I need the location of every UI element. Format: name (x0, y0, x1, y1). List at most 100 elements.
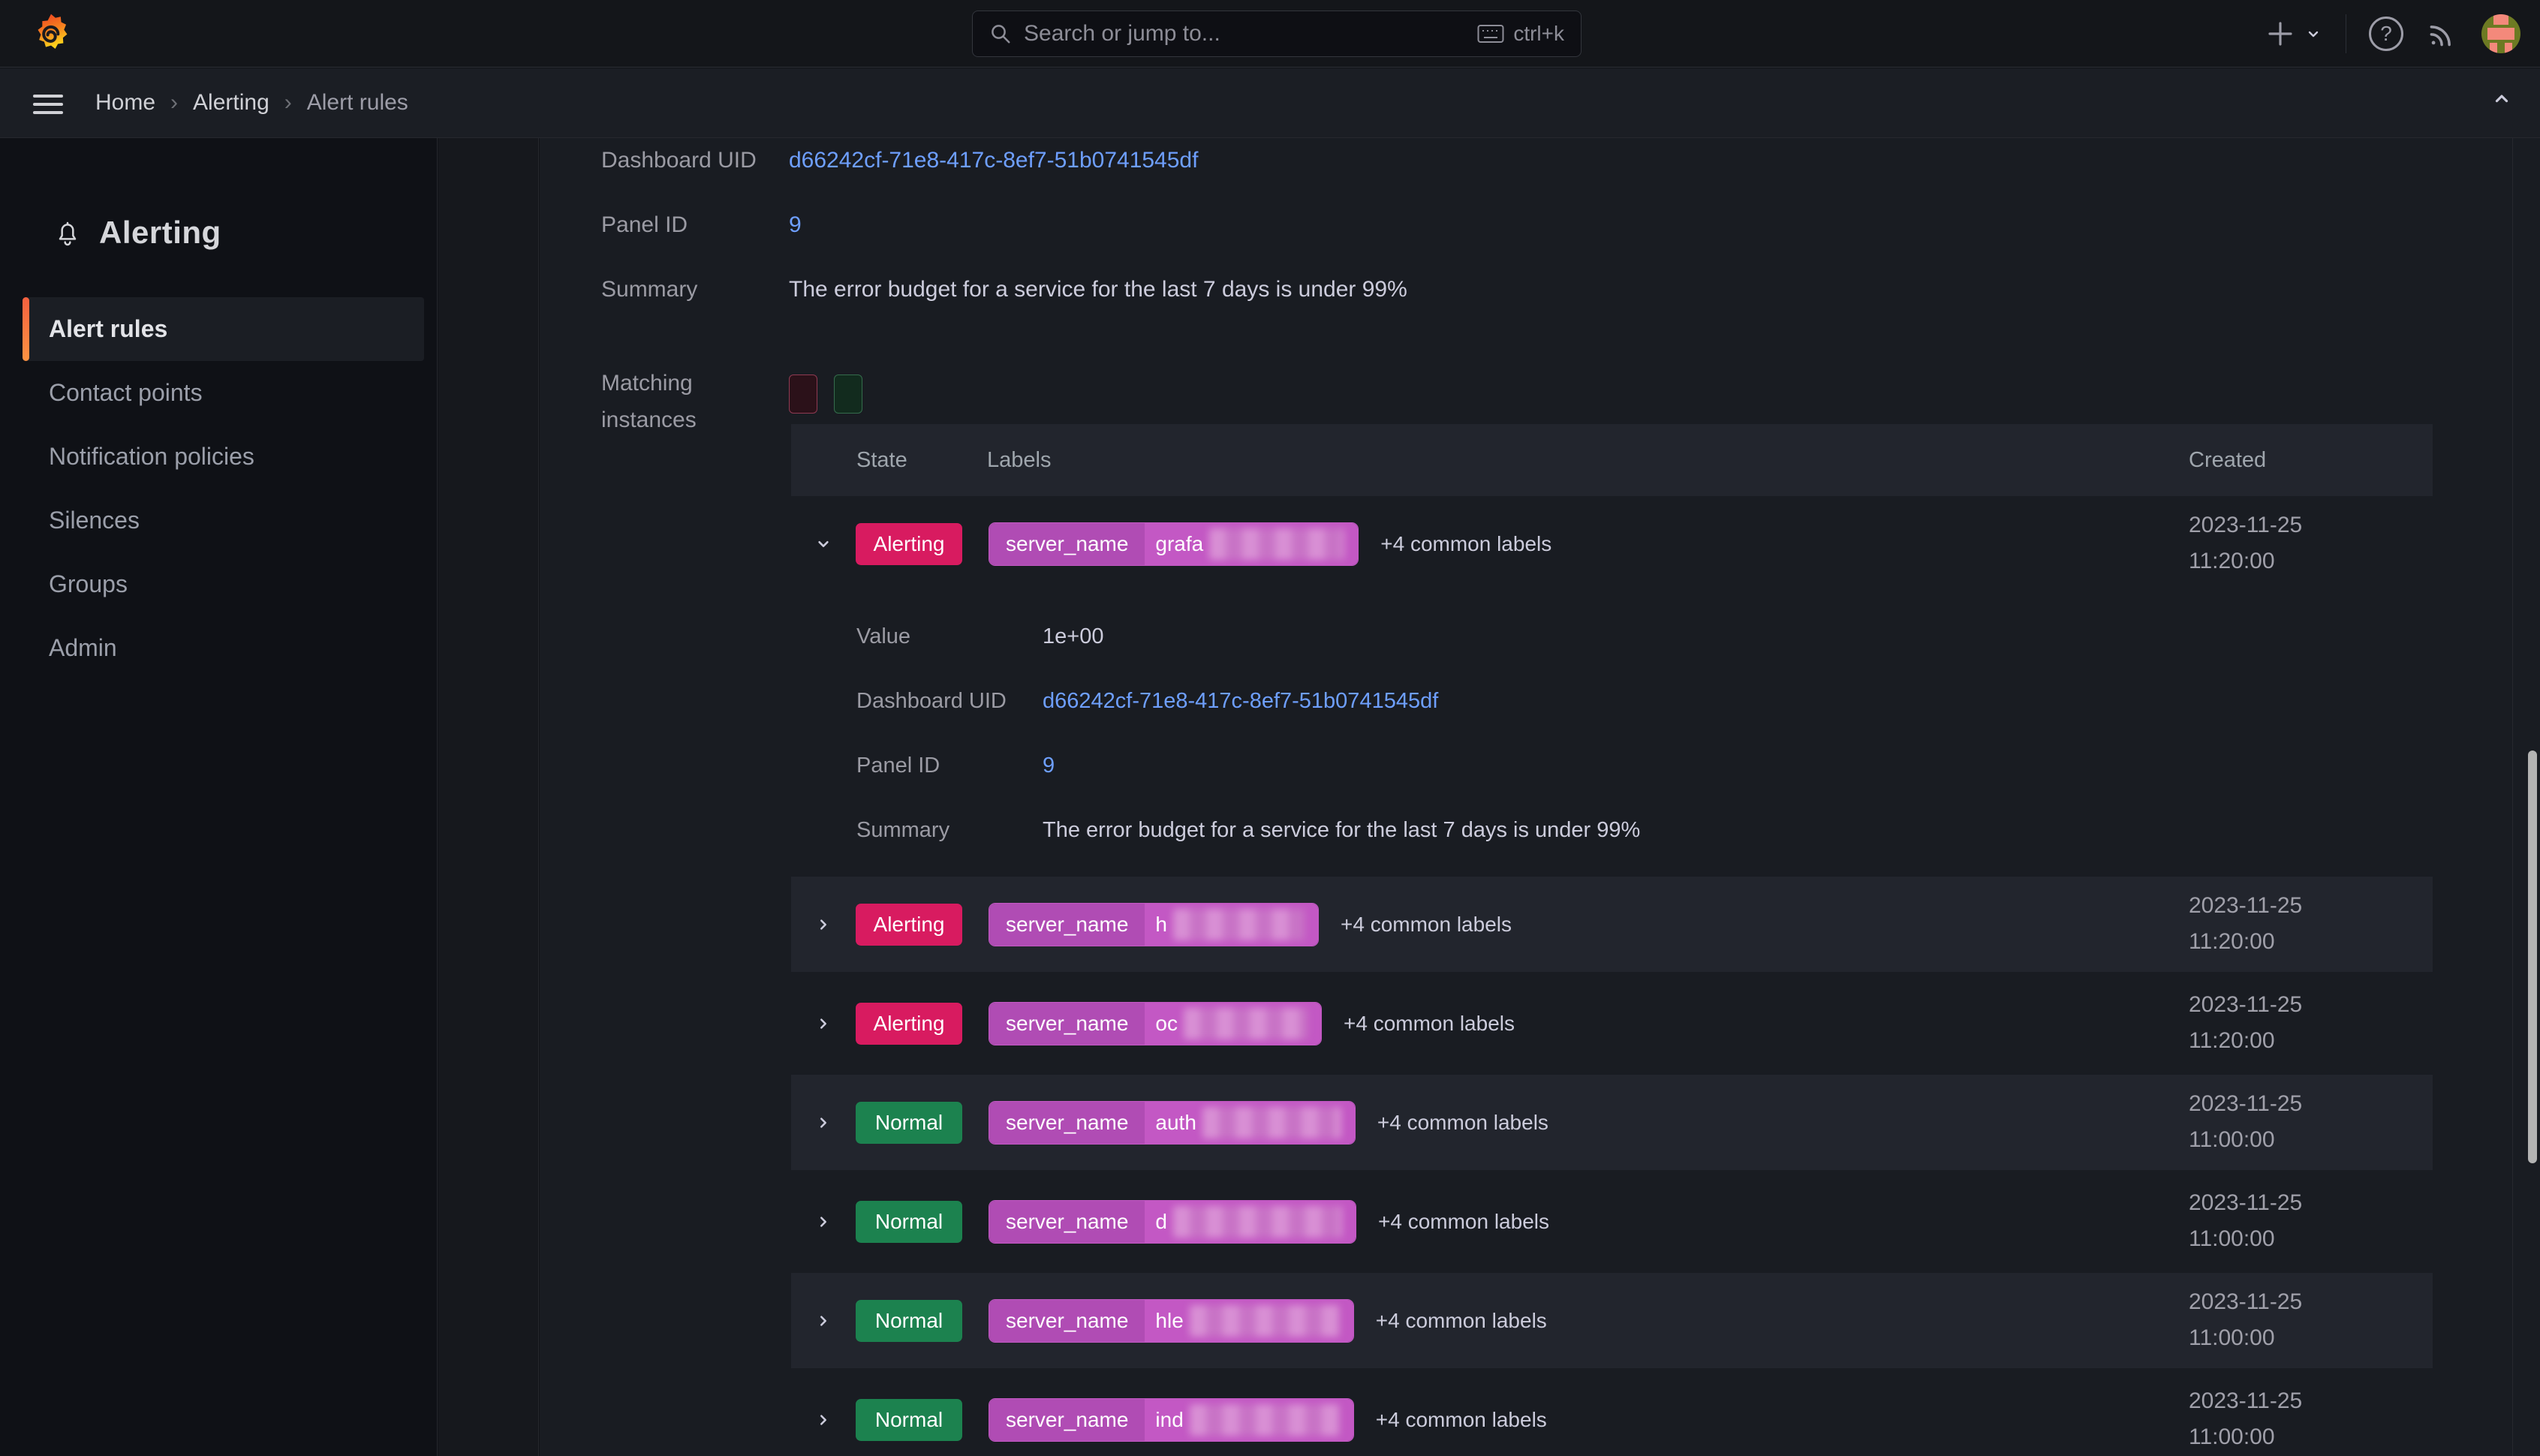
expand-chevron-icon[interactable] (791, 914, 856, 935)
sidebar-item[interactable]: Admin (23, 616, 424, 680)
label-value: d (1145, 1200, 1356, 1243)
detail-row: Value 1e+00 (791, 604, 2433, 669)
label-key: server_name (989, 903, 1145, 946)
bell-icon (59, 221, 77, 246)
created-date: 2023-11-25 (2189, 1091, 2303, 1116)
news-icon[interactable] (2426, 17, 2459, 50)
label-value: ind (1145, 1398, 1353, 1441)
instance-row[interactable]: Normal server_name ind +4 common labels … (791, 1372, 2433, 1456)
detail-row: Summary The error budget for a service f… (791, 798, 2433, 862)
instance-row[interactable]: Normal server_name d +4 common labels 20… (791, 1174, 2433, 1269)
label-pill: server_name grafa (989, 522, 1359, 566)
vertical-scrollbar-thumb[interactable] (2528, 751, 2537, 1163)
sidebar-item-label: Groups (49, 570, 128, 597)
annotation-key: Summary (601, 277, 698, 302)
common-labels-text: +4 common labels (1377, 1110, 1548, 1134)
label-value: auth (1145, 1101, 1355, 1144)
detail-key: Panel ID (856, 753, 940, 778)
sidebar-header: Alerting (53, 210, 221, 255)
expand-chevron-icon[interactable] (791, 1211, 856, 1232)
search-icon (992, 25, 1010, 44)
created-time: 11:00:00 (2189, 1325, 2275, 1350)
annotation-key: Dashboard UID (601, 148, 757, 173)
created-time: 11:20:00 (2189, 1028, 2275, 1053)
sidebar-item-label: Admin (49, 634, 117, 661)
expand-chevron-icon[interactable] (791, 1310, 856, 1331)
instance-row[interactable]: Normal server_name hle +4 common labels … (791, 1273, 2433, 1368)
instance-row[interactable]: Alerting server_name grafa +4 common lab… (791, 496, 2433, 591)
sidebar-item-label: Notification policies (49, 443, 254, 470)
table-row: Normal server_name hle +4 common labels … (791, 1273, 2433, 1368)
content-gutter (438, 138, 539, 1456)
label-value: hle (1145, 1299, 1353, 1342)
table-row: Normal server_name d +4 common labels 20… (791, 1174, 2433, 1269)
annotation-value: The error budget for a service for the l… (789, 277, 1407, 302)
created-date: 2023-11-25 (2189, 893, 2303, 918)
sidebar-item[interactable]: Alert rules (23, 297, 424, 361)
breadcrumb-item[interactable]: Alerting (193, 90, 269, 115)
label-value: oc (1145, 1002, 1321, 1045)
search-shortcut: ctrl+k (1477, 22, 1564, 46)
help-icon[interactable]: ? (2369, 17, 2403, 51)
sidebar-item[interactable]: Groups (23, 552, 424, 616)
table-row: Normal server_name auth +4 common labels… (791, 1075, 2433, 1170)
label-value-prefix: hle (1155, 1308, 1184, 1332)
state-badge: Normal (856, 1299, 962, 1342)
table-row: Normal server_name ind +4 common labels … (791, 1372, 2433, 1456)
created-time: 11:20:00 (2189, 549, 2275, 573)
created-cell: 2023-11-25 11:00:00 (2189, 1086, 2302, 1158)
detail-row: Panel ID 9 (791, 733, 2433, 798)
breadcrumb-bar: Home › Alerting › Alert rules (0, 68, 2540, 138)
keyboard-icon (1477, 25, 1504, 43)
sidebar-item[interactable]: Notification policies (23, 425, 424, 489)
table-row: Alerting server_name h +4 common labels … (791, 877, 2433, 972)
user-avatar[interactable] (2481, 14, 2520, 53)
instance-row[interactable]: Alerting server_name oc +4 common labels… (791, 976, 2433, 1071)
search-input[interactable]: Search or jump to... ctrl+k (972, 11, 1581, 57)
detail-row: Dashboard UID d66242cf-71e8-417c-8ef7-51… (791, 669, 2433, 733)
label-value-redacted (1189, 1403, 1340, 1436)
created-date: 2023-11-25 (2189, 1388, 2303, 1413)
instance-row[interactable]: Alerting server_name h +4 common labels … (791, 877, 2433, 972)
label-key: server_name (989, 1299, 1145, 1342)
header-state: State (856, 448, 907, 472)
common-labels-text: +4 common labels (1375, 1308, 1547, 1332)
label-value-redacted (1172, 1205, 1342, 1238)
new-button[interactable] (2265, 18, 2323, 50)
menu-toggle-icon[interactable] (33, 89, 63, 119)
label-pill: server_name oc (989, 1001, 1322, 1045)
expand-chevron-icon[interactable] (791, 1112, 856, 1133)
detail-key: Summary (856, 817, 950, 842)
annotation-row: Summary The error budget for a service f… (601, 267, 1407, 312)
annotation-row: Panel ID 9 (601, 203, 802, 248)
state-count-chip (789, 375, 817, 414)
grafana-logo-icon[interactable] (30, 12, 72, 54)
created-date: 2023-11-25 (2189, 1289, 2303, 1314)
expand-chevron-icon[interactable] (791, 534, 856, 555)
top-nav-bar: Search or jump to... ctrl+k ? (0, 0, 2540, 68)
state-badge: Alerting (856, 903, 962, 946)
expand-chevron-icon[interactable] (791, 1013, 856, 1034)
common-labels-text: +4 common labels (1375, 1407, 1547, 1431)
table-row: Alerting server_name oc +4 common labels… (791, 976, 2433, 1071)
label-value-redacted (1172, 908, 1305, 940)
breadcrumb-item[interactable]: Home (95, 90, 156, 115)
table-header: State Labels Created (791, 424, 2433, 496)
label-key: server_name (989, 1101, 1145, 1144)
table-body: Alerting server_name grafa +4 common lab… (791, 496, 2433, 1456)
state-badge: Normal (856, 1200, 962, 1243)
label-value-prefix: ind (1155, 1407, 1184, 1431)
annotation-value: 9 (789, 212, 802, 237)
state-badge: Alerting (856, 1002, 962, 1045)
collapse-chevron-up-icon[interactable] (2489, 86, 2514, 116)
sidebar-item[interactable]: Contact points (23, 361, 424, 425)
matching-instances-table: State Labels Created Alerting server_nam… (791, 424, 2433, 1456)
expand-chevron-icon[interactable] (791, 1409, 856, 1430)
instance-details: Value 1e+00 Dashboard UID d66242cf-71e8-… (791, 591, 2433, 873)
sidebar-item[interactable]: Silences (23, 489, 424, 552)
state-badge: Normal (856, 1398, 962, 1441)
instance-row[interactable]: Normal server_name auth +4 common labels… (791, 1075, 2433, 1170)
panel-edge-divider (2512, 138, 2513, 1456)
created-date: 2023-11-25 (2189, 992, 2303, 1017)
breadcrumb-item: Alert rules (306, 90, 408, 115)
